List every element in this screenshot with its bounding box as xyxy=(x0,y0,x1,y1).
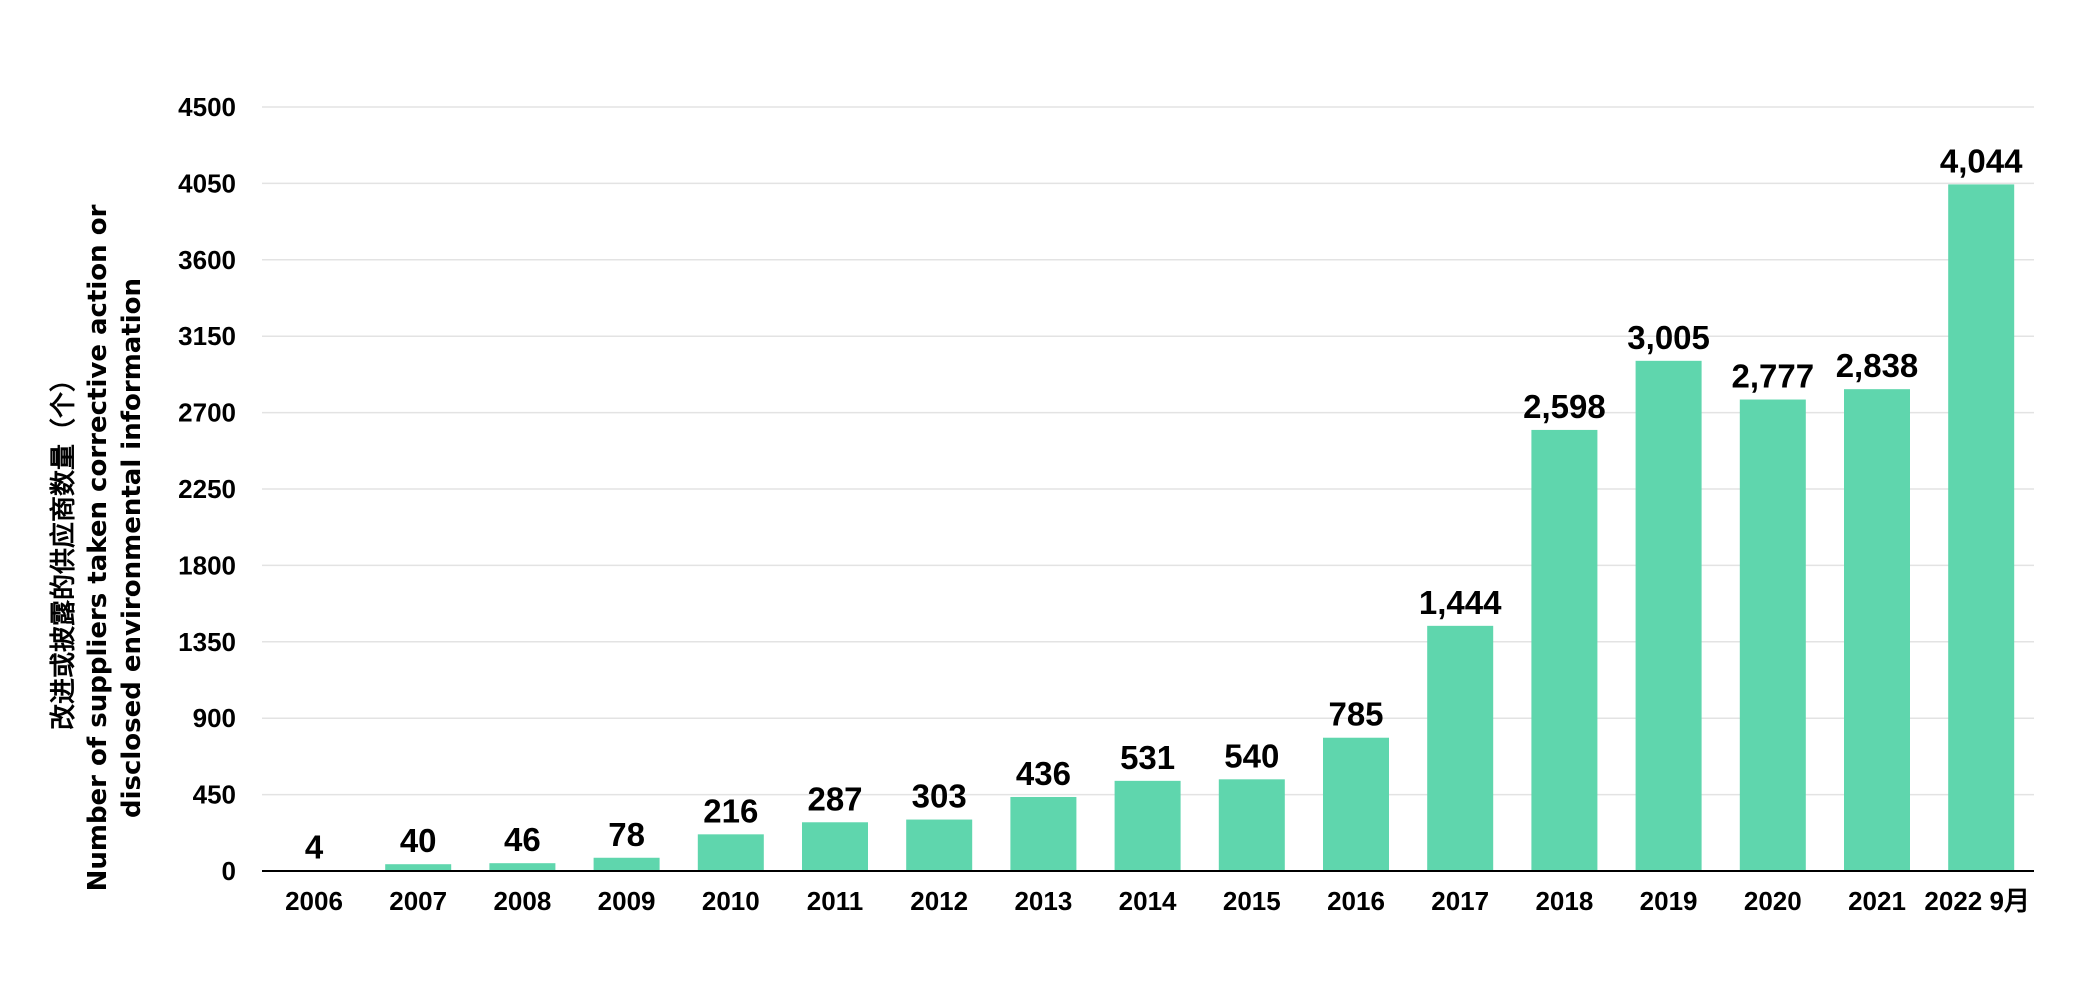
bar-2021 xyxy=(1844,389,1910,871)
bar-2018 xyxy=(1531,429,1598,871)
value-label: 4,044 xyxy=(1940,142,2023,179)
x-tick-label: 2010 xyxy=(702,886,760,916)
x-tick-label: 2008 xyxy=(493,886,551,916)
value-label: 540 xyxy=(1224,737,1279,774)
gridlines xyxy=(262,106,2034,796)
y-tick-label: 0 xyxy=(222,856,236,886)
value-label: 40 xyxy=(400,822,437,859)
value-label: 2,598 xyxy=(1523,388,1606,425)
y-tick-label: 2700 xyxy=(178,398,236,428)
bar-2015 xyxy=(1218,779,1285,871)
value-label: 4 xyxy=(305,828,324,865)
y-tick-label: 1800 xyxy=(178,550,236,580)
value-label: 1,444 xyxy=(1419,584,1502,621)
value-label: 2,777 xyxy=(1732,358,1815,395)
bar-2020 xyxy=(1739,399,1806,871)
value-label: 531 xyxy=(1120,739,1175,776)
bar-2007 xyxy=(385,864,452,871)
y-axis-label-line: 改进或披露的供应商数量（个） xyxy=(48,366,79,730)
bar-2014 xyxy=(1114,780,1181,871)
value-label: 785 xyxy=(1328,696,1383,733)
x-tick-label: 2009 xyxy=(598,886,656,916)
value-label: 287 xyxy=(807,780,862,817)
x-tick-label: 2006 xyxy=(285,886,343,916)
x-tick-label: 2016 xyxy=(1327,886,1385,916)
value-label: 3,005 xyxy=(1627,319,1710,356)
bar-2012 xyxy=(906,819,973,871)
y-tick-label: 3150 xyxy=(178,321,236,351)
y-tick-label: 4050 xyxy=(178,168,236,198)
y-tick-label: 4500 xyxy=(178,92,236,122)
value-label: 46 xyxy=(504,821,541,858)
x-tick-label: 2020 xyxy=(1744,886,1802,916)
bar-2008 xyxy=(489,863,556,871)
value-labels: 4 40 46 78 216 287 303 436 531 540 785 1,444 2,598 3,… xyxy=(305,142,2023,865)
bars xyxy=(281,184,2015,871)
x-tick-label: 2007 xyxy=(389,886,447,916)
y-axis-ticks: 0 450 900 1350 1800 2250 2700 3150 3600 4050 4500 xyxy=(178,92,236,886)
bar-2010 xyxy=(697,834,764,871)
x-tick-label: 2015 xyxy=(1223,886,1281,916)
x-axis-ticks: 2006 2007 2008 2009 2010 2011 2012 2013 2014 2015… xyxy=(285,886,2030,916)
bar-2016 xyxy=(1323,737,1389,871)
bar-2009 xyxy=(593,857,660,871)
value-label: 216 xyxy=(703,792,758,829)
x-tick-label: 2014 xyxy=(1119,886,1177,916)
bar-2013 xyxy=(1010,796,1077,871)
y-axis-label-line: Number of suppliers taken corrective act… xyxy=(83,204,113,891)
x-tick-label: 2021 xyxy=(1848,886,1906,916)
y-axis-label-line: disclosed environmental information xyxy=(117,278,147,818)
y-tick-label: 3600 xyxy=(178,245,236,275)
value-label: 2,838 xyxy=(1836,347,1919,384)
y-tick-label: 900 xyxy=(193,703,236,733)
x-tick-label: 2022 9月 xyxy=(1924,886,2030,916)
bar-2019 xyxy=(1635,360,1702,871)
x-tick-label: 2017 xyxy=(1431,886,1489,916)
y-tick-label: 1350 xyxy=(178,627,236,657)
x-tick-label: 2013 xyxy=(1014,886,1072,916)
y-tick-label: 2250 xyxy=(178,474,236,504)
value-label: 303 xyxy=(912,778,967,815)
x-tick-label: 2011 xyxy=(807,886,863,916)
value-label: 436 xyxy=(1016,755,1071,792)
x-tick-label: 2019 xyxy=(1640,886,1698,916)
bar-2017 xyxy=(1427,625,1494,871)
x-tick-label: 2012 xyxy=(910,886,968,916)
x-tick-label: 2018 xyxy=(1535,886,1593,916)
y-axis-label: 改进或披露的供应商数量（个） Number of suppliers taken … xyxy=(48,204,147,891)
value-label: 78 xyxy=(608,816,645,853)
bar-2011 xyxy=(802,822,868,871)
bar-2022-9月 xyxy=(1948,184,2015,871)
y-tick-label: 450 xyxy=(193,780,236,810)
